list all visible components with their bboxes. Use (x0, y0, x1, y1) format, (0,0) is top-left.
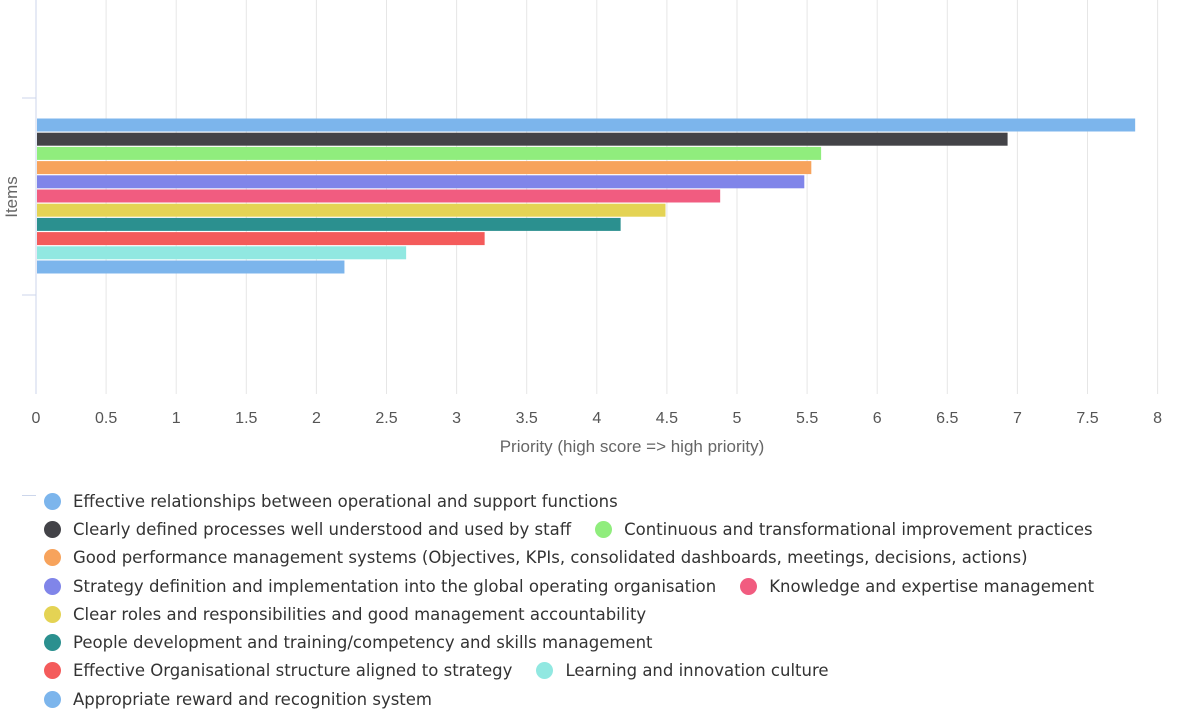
x-tick-label: 3 (452, 410, 461, 427)
legend-dot-icon (44, 492, 61, 510)
x-tick-label: 6 (873, 410, 882, 427)
x-tick-labels: 0 0.5 1 1.5 2 2.5 3 3.5 4 4.5 5 5.5 6 6.5 7 7.5 8 (32, 410, 1163, 427)
x-tick-label: 2 (312, 410, 321, 427)
bar[interactable] (37, 161, 812, 175)
legend-dot-icon (44, 520, 61, 538)
x-tick-label: 4.5 (656, 410, 678, 427)
legend-item[interactable]: Appropriate reward and recognition syste… (44, 690, 432, 709)
legend-item[interactable]: People development and training/competen… (44, 633, 653, 652)
y-axis-title: Items (2, 176, 21, 218)
legend-row: Strategy definition and implementation i… (44, 572, 1194, 600)
bar[interactable] (37, 175, 805, 189)
x-tick-label: 4 (592, 410, 601, 427)
legend-label: Learning and innovation culture (565, 661, 829, 681)
legend-row: People development and training/competen… (44, 628, 1194, 656)
bar[interactable] (37, 217, 621, 231)
bar[interactable] (37, 260, 345, 274)
legend-item[interactable]: Knowledge and expertise management (740, 577, 1094, 596)
legend-item[interactable]: Learning and innovation culture (536, 661, 829, 681)
legend-item[interactable]: Continuous and transformational improvem… (595, 520, 1093, 539)
legend-label: Effective Organisational structure align… (73, 661, 513, 681)
x-tick-label: 1 (172, 410, 181, 427)
bars (37, 118, 1136, 274)
legend-dot-icon (44, 662, 61, 680)
legend-row: Appropriate reward and recognition syste… (44, 685, 1194, 713)
bar[interactable] (37, 246, 407, 260)
legend-marker-line (22, 495, 36, 496)
legend-label: Appropriate reward and recognition syste… (73, 689, 433, 709)
legend-label: Effective relationships between operatio… (73, 491, 618, 511)
legend-label: Good performance management systems (Obj… (73, 548, 1028, 568)
x-tick-label: 7.5 (1076, 410, 1098, 427)
legend-item[interactable]: Strategy definition and implementation i… (44, 577, 716, 596)
x-tick-label: 5 (733, 410, 742, 427)
x-tick-label: 1.5 (235, 410, 257, 427)
bar[interactable] (37, 132, 1008, 146)
legend-dot-icon (44, 549, 61, 567)
bar[interactable] (37, 146, 822, 160)
legend: Effective relationships between operatio… (44, 487, 1194, 713)
legend-label: Continuous and transformational improvem… (624, 519, 1093, 539)
legend-label: Knowledge and expertise management (769, 576, 1095, 596)
legend-item[interactable]: Clearly defined processes well understoo… (44, 520, 571, 539)
legend-item[interactable]: Effective relationships between operatio… (44, 492, 618, 511)
legend-dot-icon (44, 577, 61, 595)
bar[interactable] (37, 189, 721, 203)
x-tick-label: 2.5 (375, 410, 397, 427)
legend-label: Clearly defined processes well understoo… (73, 519, 572, 539)
legend-dot-icon (740, 577, 758, 595)
legend-dot-icon (595, 520, 613, 538)
bar[interactable] (37, 232, 485, 246)
legend-row: Clearly defined processes well understoo… (44, 515, 1194, 543)
axis-lines (22, 0, 37, 394)
legend-dot-icon (44, 605, 61, 623)
x-tick-label: 0.5 (95, 410, 117, 427)
x-axis-title: Priority (high score => high priority) (500, 437, 765, 456)
legend-item[interactable]: Clear roles and responsibilities and goo… (44, 605, 646, 624)
legend-item[interactable]: Good performance management systems (Obj… (44, 548, 1028, 567)
x-tick-label: 0 (32, 410, 41, 427)
bar[interactable] (37, 203, 666, 217)
bar[interactable] (37, 118, 1136, 132)
x-tick-label: 6.5 (936, 410, 958, 427)
legend-row: Clear roles and responsibilities and goo… (44, 600, 1194, 628)
x-tick-label: 8 (1153, 410, 1162, 427)
bar-chart: 0 0.5 1 1.5 2 2.5 3 3.5 4 4.5 5 5.5 6 6.5 7 7.5 8 Items … (2, 0, 1163, 456)
legend-dot-icon (44, 634, 61, 652)
legend-label: Strategy definition and implementation i… (73, 576, 717, 596)
legend-dot-icon (536, 662, 554, 680)
x-tick-label: 3.5 (516, 410, 538, 427)
legend-row: Good performance management systems (Obj… (44, 544, 1194, 572)
legend-dot-icon (44, 690, 61, 708)
x-tick-label: 5.5 (796, 410, 818, 427)
legend-item[interactable]: Effective Organisational structure align… (44, 661, 512, 680)
legend-row: Effective Organisational structure align… (44, 657, 1194, 685)
x-tick-label: 7 (1013, 410, 1022, 427)
legend-row: Effective relationships between operatio… (44, 487, 1194, 515)
legend-label: People development and training/competen… (73, 633, 653, 653)
legend-label: Clear roles and responsibilities and goo… (73, 604, 647, 624)
